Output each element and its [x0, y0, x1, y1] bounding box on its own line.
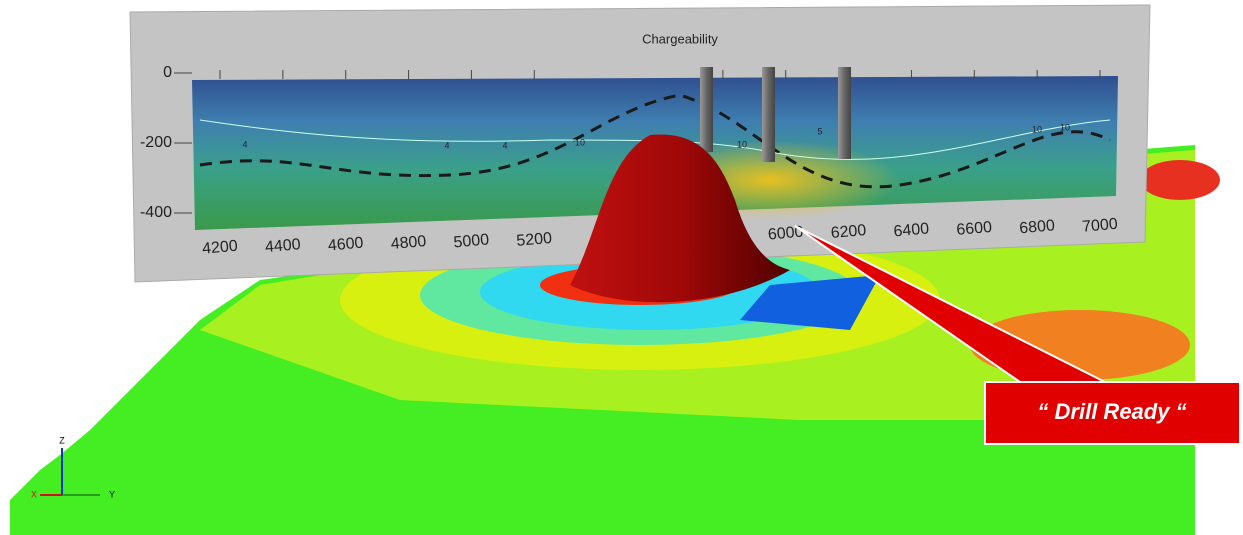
contour-label: 10 [1032, 124, 1042, 134]
y-tick-label: 0 [163, 64, 172, 81]
x-tick-label: 6800 [1019, 217, 1056, 237]
contour-label: 4 [242, 139, 247, 149]
section-title: Chargeability [642, 31, 718, 46]
drill-hole [762, 67, 775, 162]
contour-label: 5 [817, 126, 822, 136]
x-tick-label: 6200 [830, 222, 867, 242]
z-label: Z [59, 435, 65, 445]
callout-box [984, 381, 1241, 445]
x-tick-label: 4600 [327, 235, 364, 255]
x-tick-label: 4200 [202, 238, 239, 258]
ore-body [570, 134, 790, 303]
contour-label: 10 [1060, 122, 1070, 132]
x-tick-label: 5000 [453, 231, 490, 251]
x-label: X [31, 489, 37, 499]
x-tick-label: 6000 [767, 224, 804, 244]
callout-text: “ Drill Ready “ [1037, 399, 1186, 424]
x-tick-label: 6600 [956, 219, 993, 239]
x-tick-label: 5200 [516, 230, 553, 250]
y-tick-label: -400 [140, 204, 172, 221]
contour-label: 10 [575, 137, 585, 147]
x-tick-label: 4800 [390, 233, 427, 253]
drill-hole [700, 67, 713, 152]
x-tick-label: 6400 [893, 220, 930, 240]
y-label: Y [109, 489, 115, 499]
y-tick-label: -200 [140, 134, 172, 151]
x-tick-label: 4400 [264, 236, 301, 256]
drill-hole [838, 67, 851, 159]
x-tick-label: 7000 [1082, 216, 1119, 236]
contour-label: 4 [502, 140, 507, 150]
contour-label: 4 [444, 140, 449, 150]
contour-label: 10 [737, 139, 747, 149]
